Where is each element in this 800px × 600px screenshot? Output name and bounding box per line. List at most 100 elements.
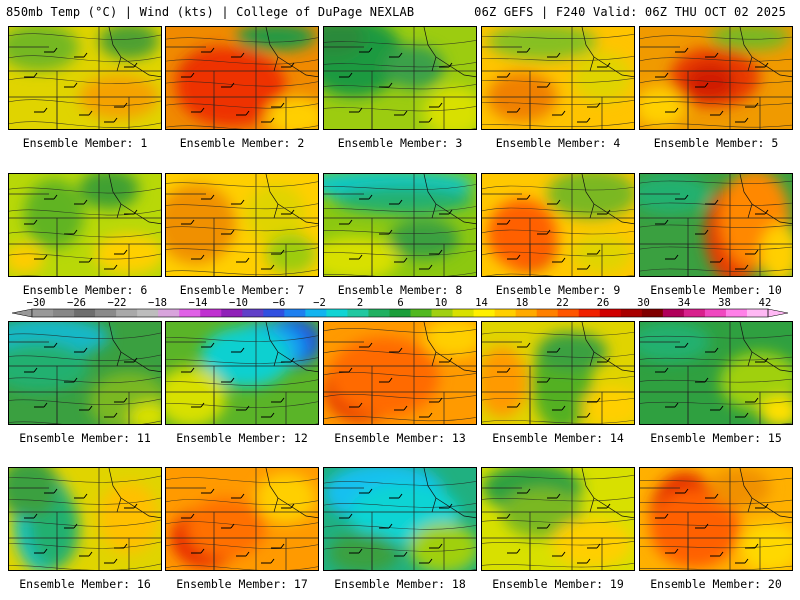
temp-region — [424, 322, 476, 357]
state-borders — [324, 322, 476, 424]
model-run-info: 06Z GEFS | F240 Valid: 06Z THU OCT 02 20… — [474, 5, 786, 19]
ensemble-member-panel — [165, 26, 319, 130]
state-borders — [9, 174, 161, 276]
wind-barbs — [24, 194, 138, 270]
wind-barbs — [655, 47, 769, 123]
state-borders — [9, 322, 161, 424]
height-contours — [9, 33, 161, 128]
height-contours — [324, 327, 476, 422]
colorbar-tick-label: −18 — [148, 297, 167, 309]
colorbar-swatch — [305, 309, 327, 317]
colorbar-swatch — [704, 309, 727, 317]
temperature-map — [482, 27, 634, 129]
temp-region — [329, 533, 399, 570]
ensemble-member-panel — [323, 26, 477, 130]
height-contours — [9, 332, 161, 424]
ensemble-member-label: Ensemble Member: 10 — [650, 283, 782, 297]
colorbar-tick-label: −10 — [229, 297, 248, 309]
temperature-map — [324, 468, 476, 570]
state-borders — [166, 468, 318, 570]
colorbar-swatch — [746, 309, 769, 317]
height-contours — [324, 481, 476, 570]
temp-region — [329, 337, 439, 417]
temp-region — [246, 184, 306, 244]
temperature-map — [640, 468, 792, 570]
ensemble-member-label: Ensemble Member: 1 — [22, 136, 148, 150]
ensemble-member-panel — [8, 173, 162, 277]
height-contours — [324, 184, 476, 276]
temp-region — [94, 234, 161, 274]
wind-barbs — [655, 488, 769, 564]
temperature-map — [9, 322, 161, 424]
colorbar-swatch — [473, 309, 496, 317]
colorbar-swatch — [284, 309, 306, 317]
height-contours — [640, 477, 792, 570]
temp-region — [9, 468, 59, 518]
temp-region — [166, 367, 226, 424]
colorbar-swatch — [32, 309, 54, 317]
temperature-map — [324, 27, 476, 129]
wind-barbs — [181, 342, 295, 418]
ensemble-member-panel — [481, 26, 635, 130]
colorbar-swatch — [515, 309, 538, 317]
wind-barbs — [339, 194, 453, 270]
ensemble-member-label: Ensemble Member: 14 — [492, 431, 624, 445]
state-borders — [9, 27, 161, 129]
wind-barbs — [339, 488, 453, 564]
wind-barbs — [181, 47, 295, 123]
ensemble-member-panel — [323, 467, 477, 571]
temperature-map — [9, 174, 161, 276]
height-contours — [482, 185, 634, 276]
ensemble-member-label: Ensemble Member: 2 — [179, 136, 305, 150]
colorbar-swatch — [536, 309, 559, 317]
colorbar-swatch — [431, 309, 453, 317]
temperature-map — [324, 322, 476, 424]
colorbar-swatch — [95, 309, 117, 317]
ensemble-member-panel — [8, 321, 162, 425]
ensemble-member-panel — [481, 321, 635, 425]
colorbar-swatch — [662, 309, 685, 317]
ensemble-member-panel — [323, 173, 477, 277]
temp-region — [201, 327, 291, 387]
colorbar-swatch — [494, 309, 517, 317]
height-contours — [9, 187, 161, 276]
state-borders — [324, 27, 476, 129]
height-contours — [640, 334, 792, 424]
temp-region — [482, 347, 527, 417]
ensemble-member-label: Ensemble Member: 7 — [179, 283, 305, 297]
temp-region — [424, 87, 476, 129]
colorbar-swatch — [620, 309, 643, 317]
ensemble-member-label: Ensemble Member: 4 — [495, 136, 621, 150]
colorbar-swatch — [599, 309, 622, 317]
wind-barbs — [181, 194, 295, 270]
ensemble-member-label: Ensemble Member: 9 — [495, 283, 621, 297]
ensemble-member-label: Ensemble Member: 12 — [176, 431, 308, 445]
wind-barbs — [181, 488, 295, 564]
temp-region — [129, 402, 161, 424]
ensemble-member-label: Ensemble Member: 16 — [19, 577, 151, 591]
temp-region — [389, 219, 459, 259]
temp-region — [572, 52, 632, 102]
temp-region — [24, 179, 84, 249]
colorbar-swatch — [137, 309, 159, 317]
ensemble-member-label: Ensemble Member: 3 — [337, 136, 463, 150]
temp-region — [9, 342, 89, 392]
colorbar-swatch — [683, 309, 706, 317]
map-title: 850mb Temp (°C) | Wind (kts) | College o… — [6, 5, 415, 19]
colorbar-tick-label: 22 — [556, 297, 569, 309]
state-borders — [9, 468, 161, 570]
wind-barbs — [24, 47, 138, 123]
colorbar-swatch — [410, 309, 432, 317]
colorbar-tick-label: 34 — [677, 297, 691, 309]
temp-region — [487, 27, 597, 60]
colorbar-swatch — [179, 309, 201, 317]
temperature-map — [640, 322, 792, 424]
height-contours — [482, 474, 634, 568]
ensemble-member-label: Ensemble Member: 17 — [176, 577, 308, 591]
temperature-map — [166, 27, 318, 129]
ensemble-member-panel — [639, 26, 793, 130]
colorbar-tick-label: −22 — [107, 297, 127, 309]
colorbar-tick-label: 2 — [356, 297, 364, 309]
temperature-map — [640, 27, 792, 129]
ensemble-member-panel — [165, 467, 319, 571]
